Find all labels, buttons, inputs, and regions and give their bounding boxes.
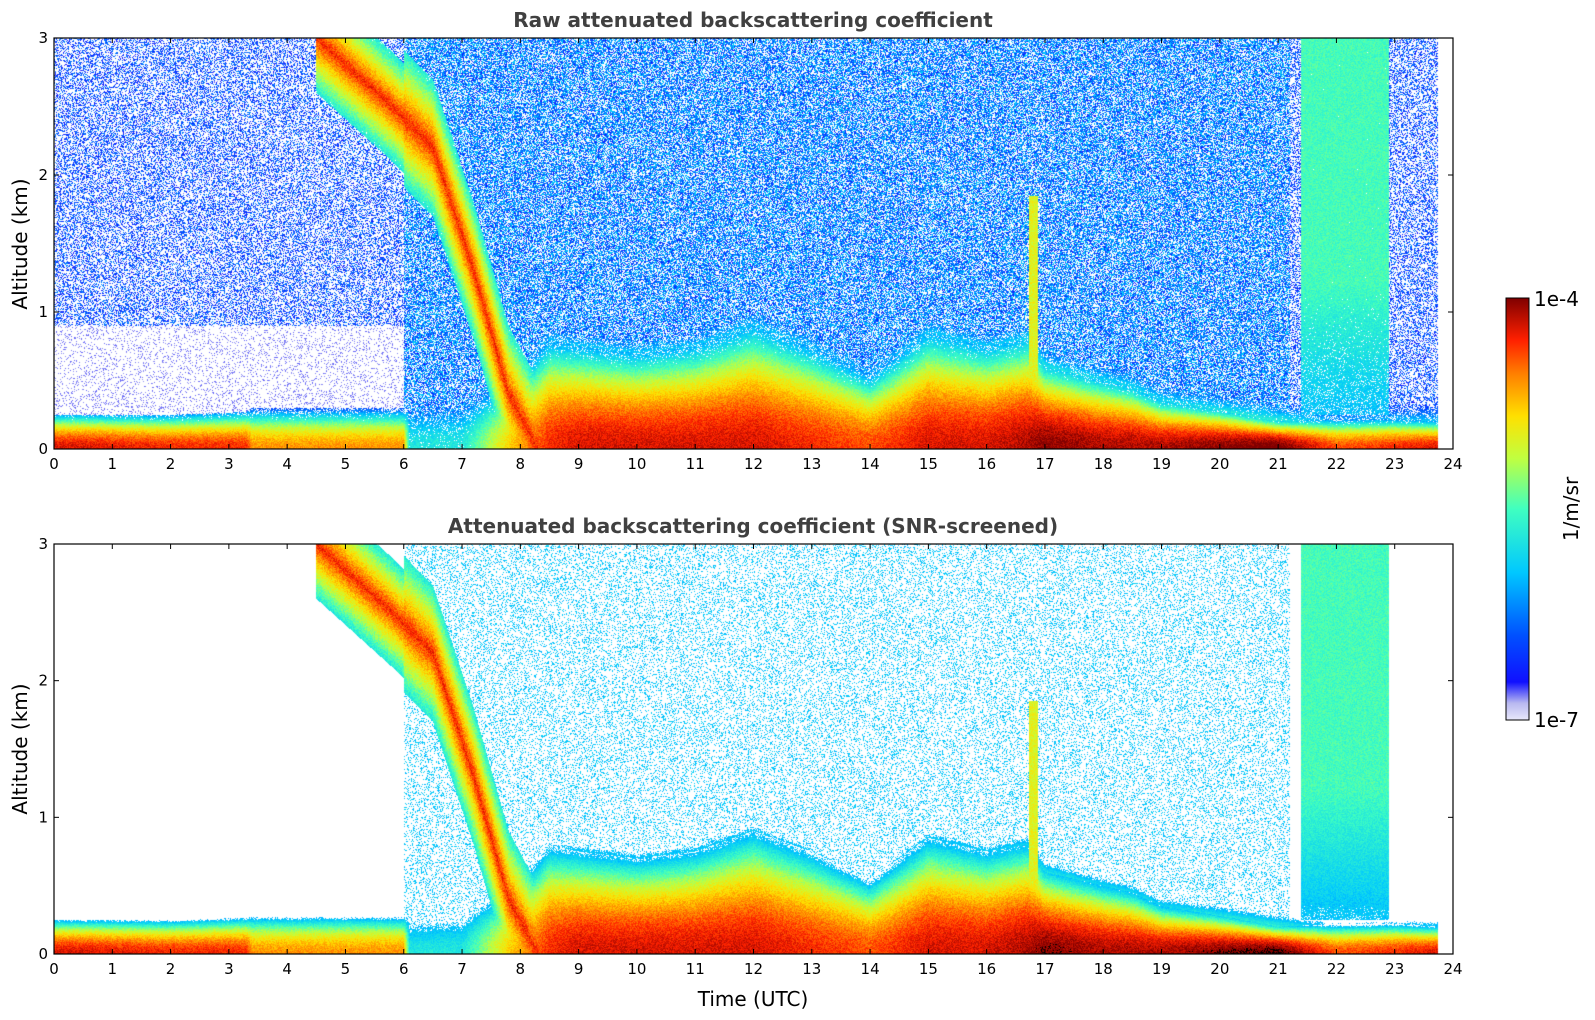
x-tick-label: 6 <box>399 455 409 473</box>
x-tick-label: 8 <box>516 960 526 978</box>
x-tick-label: 17 <box>1035 960 1054 978</box>
x-tick-label: 12 <box>744 455 763 473</box>
x-tick-label: 7 <box>457 455 467 473</box>
x-tick-label: 23 <box>1385 455 1404 473</box>
y-tick-label: 2 <box>38 672 48 690</box>
x-tick-label: 11 <box>686 455 705 473</box>
x-tick-label: 5 <box>341 960 351 978</box>
x-tick-label: 17 <box>1035 455 1054 473</box>
x-tick-label: 6 <box>399 960 409 978</box>
x-tick-label: 15 <box>919 960 938 978</box>
x-tick-label: 15 <box>919 455 938 473</box>
x-tick-label: 24 <box>1443 960 1462 978</box>
panel-1-y-ticks: 0 1 2 3 <box>38 29 1453 458</box>
panel-2-heatmap <box>54 544 1453 954</box>
x-tick-label: 3 <box>224 960 234 978</box>
panel-1-title: Raw attenuated backscattering coefficien… <box>513 8 993 32</box>
panel-1-x-ticks: 0 1 2 3 4 5 6 7 8 9 10 11 12 13 14 15 16 17 18 19 20 21 22 23 24 <box>49 38 1463 473</box>
x-tick-label: 3 <box>224 455 234 473</box>
x-tick-label: 4 <box>282 960 292 978</box>
panel-2-xlabel: Time (UTC) <box>697 987 809 1011</box>
panel-1-heatmap <box>54 38 1453 449</box>
x-tick-label: 18 <box>1094 960 1113 978</box>
y-tick-label: 0 <box>38 945 48 963</box>
x-tick-label: 16 <box>977 455 996 473</box>
x-tick-label: 18 <box>1094 455 1113 473</box>
x-tick-label: 5 <box>341 455 351 473</box>
x-tick-label: 4 <box>282 455 292 473</box>
colorbar-gradient <box>1505 297 1530 721</box>
x-tick-label: 1 <box>108 455 118 473</box>
x-tick-label: 21 <box>1269 960 1288 978</box>
x-tick-label: 21 <box>1269 455 1288 473</box>
x-tick-label: 22 <box>1327 960 1346 978</box>
panel-1-ylabel: Altitude (km) <box>8 178 32 309</box>
x-tick-label: 0 <box>49 960 59 978</box>
x-tick-label: 22 <box>1327 455 1346 473</box>
x-tick-label: 2 <box>166 960 176 978</box>
x-tick-label: 14 <box>861 455 880 473</box>
y-tick-label: 0 <box>38 440 48 458</box>
colorbar: 1e-4 1e-7 1/m/sr <box>1505 287 1583 732</box>
x-tick-label: 10 <box>627 455 646 473</box>
panel-2-y-ticks: 0 1 2 3 <box>38 535 1453 963</box>
x-tick-label: 13 <box>802 960 821 978</box>
x-tick-label: 19 <box>1152 455 1171 473</box>
x-tick-label: 16 <box>977 960 996 978</box>
y-tick-label: 1 <box>38 303 48 321</box>
x-tick-label: 19 <box>1152 960 1171 978</box>
y-tick-label: 3 <box>38 29 48 47</box>
x-tick-label: 8 <box>516 455 526 473</box>
panel-2-plot: 0 1 2 3 4 5 6 7 8 9 10 11 12 13 14 15 16 17 18 19 20 21 22 23 24… <box>38 535 1462 978</box>
x-tick-label: 20 <box>1210 455 1229 473</box>
y-tick-label: 2 <box>38 166 48 184</box>
x-tick-label: 23 <box>1385 960 1404 978</box>
x-tick-label: 20 <box>1210 960 1229 978</box>
x-tick-label: 24 <box>1443 455 1462 473</box>
x-tick-label: 10 <box>627 960 646 978</box>
panel-1-plot: 0 1 2 3 4 5 6 7 8 9 10 11 12 13 14 15 16 17 18 19 20 21 22 23 24… <box>38 29 1462 473</box>
x-tick-label: 13 <box>802 455 821 473</box>
x-tick-label: 9 <box>574 455 584 473</box>
panel-2-title: Attenuated backscattering coefficient (S… <box>448 514 1058 538</box>
y-tick-label: 1 <box>38 808 48 826</box>
x-tick-label: 9 <box>574 960 584 978</box>
panel-2-ylabel: Altitude (km) <box>8 683 32 814</box>
x-tick-label: 1 <box>108 960 118 978</box>
x-tick-label: 2 <box>166 455 176 473</box>
x-tick-label: 12 <box>744 960 763 978</box>
panel-2-x-ticks: 0 1 2 3 4 5 6 7 8 9 10 11 12 13 14 15 16 17 18 19 20 21 22 23 24 <box>49 544 1463 978</box>
x-tick-label: 11 <box>686 960 705 978</box>
x-tick-label: 14 <box>861 960 880 978</box>
colorbar-unit-label: 1/m/sr <box>1559 476 1583 541</box>
colorbar-max-label: 1e-4 <box>1534 287 1579 311</box>
y-tick-label: 3 <box>38 535 48 553</box>
x-tick-label: 0 <box>49 455 59 473</box>
x-tick-label: 7 <box>457 960 467 978</box>
colorbar-min-label: 1e-7 <box>1534 708 1579 732</box>
